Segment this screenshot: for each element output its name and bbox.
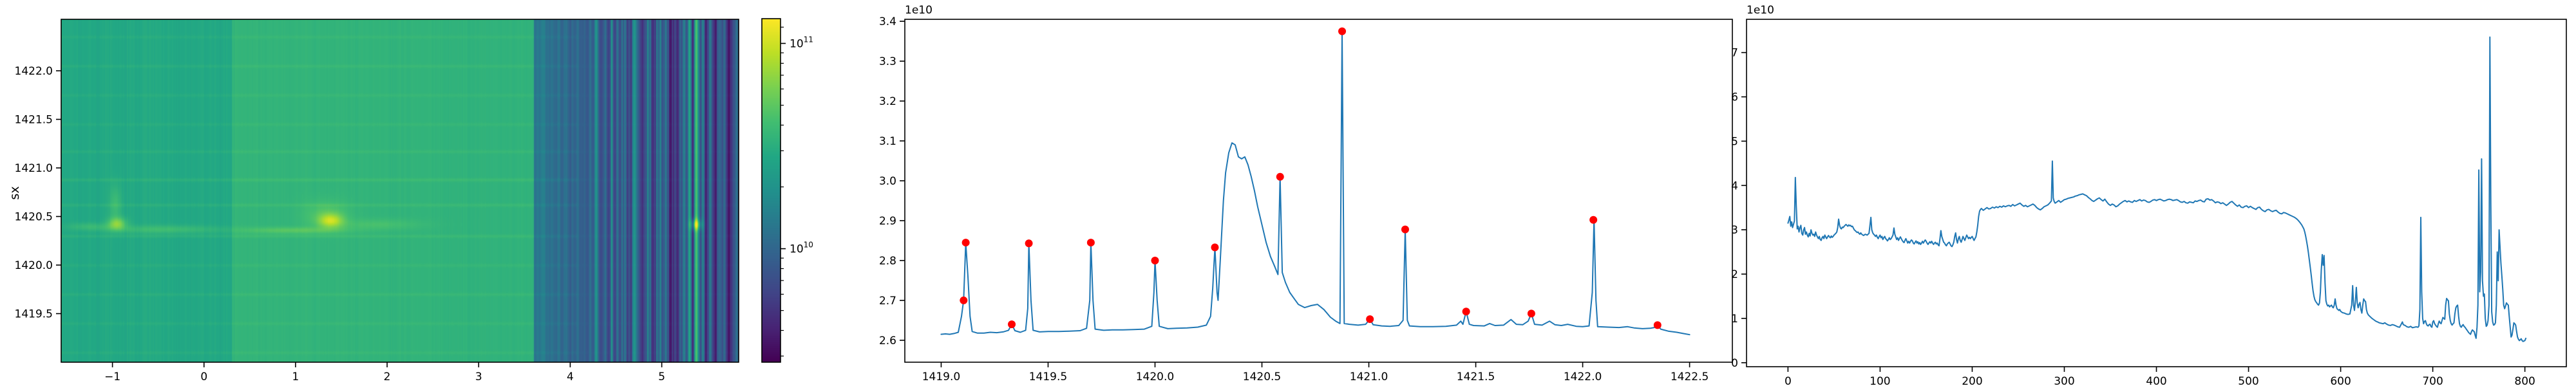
- spectrum-x-tick-label: 1420.5: [1243, 371, 1281, 383]
- heatmap-y-tick-label: 1421.5: [15, 114, 53, 127]
- spectrum-y-tick-label: 3.2: [879, 95, 896, 108]
- spectrum-x-tick-label: 1420.0: [1136, 371, 1174, 383]
- spectrum-offset-text: 1e10: [905, 4, 933, 17]
- timeseries-y-tick-label: 4: [1731, 179, 1738, 192]
- heatmap-x-tick-label: 0: [200, 371, 207, 383]
- heatmap-x-tick-label: −1: [104, 371, 120, 383]
- heatmap-y-tick-label: 1421.0: [15, 162, 53, 175]
- timeseries-x-tick-label: 600: [2330, 375, 2351, 386]
- spectrum-peak-marker: [1338, 27, 1347, 35]
- timeseries-y-tick-label: 6: [1731, 91, 1738, 104]
- timeseries-offset-text: 1e10: [1747, 4, 1774, 17]
- timeseries-x-tick-label: 200: [1962, 375, 1982, 386]
- timeseries-y-tick-label: 2: [1731, 268, 1738, 281]
- colorbar-tick-label: 1010: [790, 241, 813, 256]
- spectrum-peak-marker: [1527, 309, 1535, 318]
- spectrum-peak-marker: [1211, 243, 1219, 252]
- timeseries-y-tick-label: 7: [1731, 47, 1738, 60]
- heatmap-y-tick-label: 1420.0: [15, 259, 53, 272]
- spectrum-peak-marker: [960, 296, 968, 304]
- spectrum-y-tick-label: 2.7: [879, 295, 896, 308]
- spectrum-peak-marker: [1086, 239, 1095, 247]
- heatmap-x-tick-label: 5: [658, 371, 665, 383]
- timeseries-spines: [1746, 19, 2567, 367]
- heatmap-y-tick-label: 1419.5: [15, 308, 53, 321]
- heatmap-y-tick-label: 1422.0: [15, 65, 53, 78]
- spectrum-peak-marker: [1008, 320, 1016, 329]
- spectrum-peak-marker: [1276, 172, 1284, 181]
- spectrum-peak-marker: [1653, 321, 1662, 329]
- spectrum-peak-marker: [1025, 239, 1033, 248]
- timeseries-x-tick-label: 500: [2238, 375, 2259, 386]
- spectrum-x-tick-label: 1421.0: [1350, 371, 1388, 383]
- heatmap-spines: [61, 19, 739, 363]
- timeseries-y-tick-label: 0: [1731, 357, 1738, 370]
- spectrum-y-tick-label: 2.9: [879, 215, 896, 228]
- spectrum-y-tick-label: 3.1: [879, 135, 896, 148]
- spectrum-peak-marker: [1462, 308, 1470, 316]
- colorbar-tick-label: 1011: [790, 35, 813, 50]
- spectrum-peak-marker: [1366, 315, 1374, 324]
- timeseries-y-tick-label: 3: [1731, 224, 1738, 237]
- spectrum-y-tick-label: 2.8: [879, 255, 896, 268]
- colorbar-border: [761, 18, 781, 363]
- spectrum-data-line: [940, 30, 1690, 336]
- timeseries-data-line: [1787, 36, 2527, 342]
- timeseries-y-tick-label: 5: [1731, 135, 1738, 148]
- heatmap-x-tick-label: 1: [292, 371, 299, 383]
- spectrum-peak-marker: [1151, 256, 1159, 264]
- timeseries-y-tick-label: 1: [1731, 313, 1738, 326]
- timeseries-x-tick-label: 300: [2054, 375, 2074, 386]
- heatmap-x-tick-label: 2: [384, 371, 391, 383]
- spectrum-peak-marker: [961, 239, 970, 247]
- spectrum-y-tick-label: 3.3: [879, 55, 896, 68]
- timeseries-x-tick-label: 0: [1785, 375, 1792, 386]
- spectrum-spines: [904, 19, 1733, 363]
- heatmap-y-tick-label: 1420.5: [15, 211, 53, 224]
- heatmap-x-tick-label: 3: [475, 371, 482, 383]
- spectrum-peak-marker: [1589, 216, 1598, 224]
- heatmap-image: [61, 19, 739, 362]
- spectrum-x-tick-label: 1419.5: [1029, 371, 1067, 383]
- timeseries-x-tick-label: 700: [2422, 375, 2443, 386]
- timeseries-x-tick-label: 400: [2146, 375, 2166, 386]
- spectrum-x-tick-label: 1422.5: [1671, 371, 1709, 383]
- spectrum-x-tick-label: 1421.5: [1457, 371, 1495, 383]
- spectrum-y-tick-label: 3.0: [879, 175, 896, 188]
- timeseries-x-tick-label: 800: [2514, 375, 2535, 386]
- spectrum-y-tick-label: 3.4: [879, 15, 896, 28]
- spectrum-x-tick-label: 1422.0: [1564, 371, 1602, 383]
- timeseries-x-tick-label: 100: [1870, 375, 1890, 386]
- colorbar-gradient: [762, 19, 781, 362]
- heatmap-x-tick-label: 4: [567, 371, 574, 383]
- spectrum-peak-marker: [1401, 225, 1409, 234]
- spectrum-x-tick-label: 1419.0: [922, 371, 960, 383]
- spectrum-y-tick-label: 2.6: [879, 335, 896, 347]
